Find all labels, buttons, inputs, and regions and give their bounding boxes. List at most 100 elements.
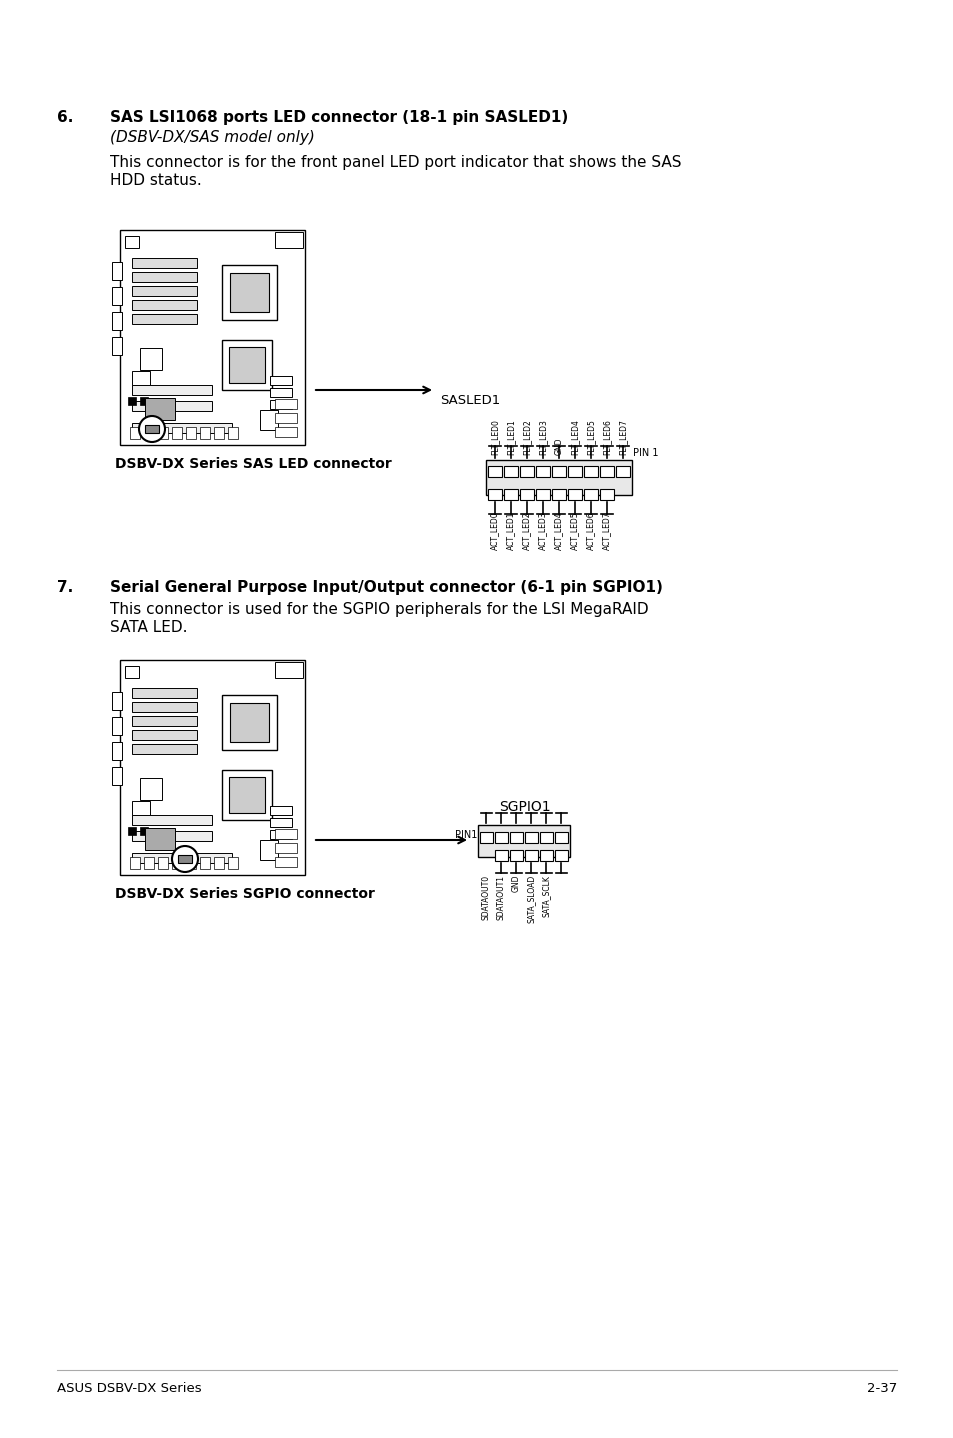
- Bar: [270, 818, 292, 827]
- Bar: [599, 466, 614, 477]
- Bar: [145, 828, 174, 850]
- Text: HDD status.: HDD status.: [110, 173, 201, 188]
- Bar: [222, 769, 272, 820]
- Bar: [145, 398, 174, 420]
- Bar: [132, 716, 196, 726]
- Text: 2-37: 2-37: [866, 1382, 896, 1395]
- Bar: [132, 385, 212, 395]
- Bar: [260, 410, 277, 430]
- Bar: [222, 339, 272, 390]
- Text: PIN 1: PIN 1: [633, 449, 658, 457]
- Bar: [503, 466, 517, 477]
- Bar: [229, 777, 265, 812]
- Bar: [145, 426, 159, 433]
- Bar: [125, 666, 139, 677]
- Bar: [616, 466, 629, 477]
- Bar: [132, 272, 196, 282]
- Bar: [132, 301, 196, 311]
- Text: This connector is used for the SGPIO peripherals for the LSI MegaRAID: This connector is used for the SGPIO per…: [110, 603, 648, 617]
- Bar: [213, 857, 224, 869]
- Bar: [555, 850, 567, 861]
- Text: SATA_SLOAD: SATA_SLOAD: [526, 874, 536, 923]
- Bar: [158, 857, 168, 869]
- Bar: [485, 460, 631, 495]
- Text: DSBV-DX Series SGPIO connector: DSBV-DX Series SGPIO connector: [115, 887, 375, 902]
- Bar: [132, 286, 196, 296]
- Text: FLT_LED7: FLT_LED7: [618, 418, 627, 454]
- Bar: [274, 857, 296, 867]
- Text: 7.: 7.: [57, 580, 73, 595]
- Text: SDATAOUT0: SDATAOUT0: [481, 874, 491, 920]
- Text: SDATAOUT1: SDATAOUT1: [497, 874, 505, 920]
- Bar: [132, 853, 232, 863]
- Bar: [274, 427, 296, 437]
- Bar: [112, 766, 122, 785]
- Bar: [488, 489, 501, 500]
- Bar: [536, 466, 550, 477]
- Bar: [120, 660, 305, 874]
- Bar: [524, 833, 537, 843]
- Bar: [132, 815, 212, 825]
- Text: ACT_LED7: ACT_LED7: [602, 510, 611, 549]
- Text: 6.: 6.: [57, 109, 73, 125]
- Bar: [200, 857, 210, 869]
- Bar: [536, 489, 550, 500]
- Bar: [125, 236, 139, 247]
- Bar: [186, 857, 195, 869]
- Bar: [222, 265, 276, 321]
- Text: SGPIO1: SGPIO1: [498, 800, 550, 814]
- Bar: [274, 232, 303, 247]
- Bar: [495, 833, 507, 843]
- Bar: [200, 427, 210, 439]
- Bar: [510, 833, 522, 843]
- Text: PIN1: PIN1: [455, 830, 476, 840]
- Text: FLT_LED5: FLT_LED5: [586, 418, 595, 454]
- Bar: [274, 413, 296, 423]
- Text: ASUS DSBV-DX Series: ASUS DSBV-DX Series: [57, 1382, 201, 1395]
- Text: GND: GND: [512, 874, 520, 893]
- Bar: [130, 857, 140, 869]
- Bar: [567, 466, 581, 477]
- Bar: [132, 731, 196, 741]
- Text: DSBV-DX Series SAS LED connector: DSBV-DX Series SAS LED connector: [115, 457, 392, 472]
- Bar: [495, 850, 507, 861]
- Bar: [274, 828, 296, 838]
- Bar: [539, 833, 553, 843]
- Text: SATA_SCLK: SATA_SCLK: [541, 874, 551, 917]
- Bar: [112, 692, 122, 710]
- Circle shape: [139, 416, 165, 441]
- Text: FLT_LED4: FLT_LED4: [570, 418, 578, 454]
- Bar: [524, 850, 537, 861]
- Bar: [132, 743, 196, 754]
- Bar: [229, 347, 265, 383]
- Text: ACT_LED3: ACT_LED3: [537, 510, 547, 549]
- Text: SATA LED.: SATA LED.: [110, 620, 188, 636]
- Bar: [112, 262, 122, 280]
- Text: SASLED1: SASLED1: [439, 394, 499, 407]
- Text: ACT_LED1: ACT_LED1: [506, 510, 515, 549]
- Text: Serial General Purpose Input/Output connector (6-1 pin SGPIO1): Serial General Purpose Input/Output conn…: [110, 580, 662, 595]
- Bar: [128, 397, 136, 406]
- Bar: [112, 288, 122, 305]
- Text: FLT_LED0: FLT_LED0: [490, 418, 499, 454]
- Bar: [519, 489, 534, 500]
- Bar: [488, 466, 501, 477]
- Bar: [479, 833, 493, 843]
- Bar: [228, 427, 237, 439]
- Text: ACT_LED5: ACT_LED5: [570, 510, 578, 549]
- Bar: [144, 427, 153, 439]
- Text: ACT_LED2: ACT_LED2: [522, 510, 531, 549]
- Bar: [130, 427, 140, 439]
- Bar: [477, 825, 569, 857]
- Bar: [132, 371, 150, 385]
- Bar: [510, 850, 522, 861]
- Bar: [599, 489, 614, 500]
- Bar: [274, 398, 296, 408]
- Circle shape: [172, 846, 198, 871]
- Bar: [132, 423, 232, 433]
- Bar: [172, 427, 182, 439]
- Bar: [555, 833, 567, 843]
- Bar: [503, 489, 517, 500]
- Text: ACT_LED4: ACT_LED4: [554, 510, 563, 549]
- Text: (DSBV-DX/SAS model only): (DSBV-DX/SAS model only): [110, 129, 314, 145]
